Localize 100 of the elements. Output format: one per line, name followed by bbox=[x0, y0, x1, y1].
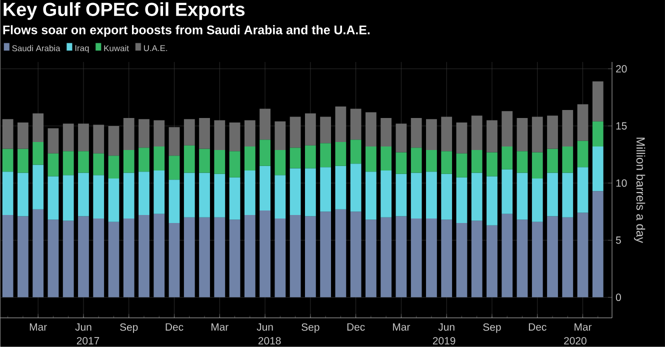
bar bbox=[229, 177, 240, 220]
bar bbox=[547, 172, 558, 216]
bar bbox=[199, 148, 210, 173]
bar bbox=[62, 151, 74, 176]
bar bbox=[502, 169, 513, 214]
bar bbox=[562, 110, 574, 147]
bar bbox=[516, 220, 528, 298]
bar bbox=[350, 212, 362, 298]
legend-label: U.A.E. bbox=[144, 45, 168, 52]
bar bbox=[108, 222, 120, 298]
bar bbox=[2, 172, 14, 216]
bar bbox=[380, 170, 392, 218]
chart-title: Key Gulf OPEC Oil Exports bbox=[4, 2, 245, 20]
bar bbox=[2, 119, 14, 149]
bar bbox=[366, 220, 376, 298]
bar bbox=[380, 146, 392, 171]
bar bbox=[547, 148, 558, 173]
y-tick-label: 15 bbox=[616, 122, 627, 130]
bar bbox=[532, 116, 543, 152]
bar bbox=[577, 140, 588, 168]
bar bbox=[547, 116, 558, 149]
bar bbox=[304, 145, 316, 168]
bar bbox=[154, 170, 165, 214]
bar bbox=[456, 122, 468, 154]
bar bbox=[244, 146, 256, 171]
bar bbox=[562, 146, 574, 173]
bar bbox=[108, 156, 120, 179]
chart-subtitle: Flows soar on export boosts from Saudi Arabia and the U.A.E. bbox=[3, 25, 370, 37]
bar bbox=[335, 142, 346, 166]
bar bbox=[502, 146, 513, 170]
bar bbox=[18, 216, 28, 298]
bar bbox=[32, 142, 44, 165]
bar bbox=[168, 156, 180, 180]
bar bbox=[184, 145, 195, 173]
x-tick-label: Mar bbox=[30, 323, 47, 331]
bar bbox=[18, 172, 28, 216]
bar bbox=[48, 220, 59, 298]
y-tick-label: 10 bbox=[616, 179, 627, 187]
bar bbox=[123, 172, 134, 219]
bar bbox=[592, 191, 604, 298]
bar bbox=[441, 116, 452, 152]
bar bbox=[123, 218, 134, 298]
bar bbox=[396, 216, 407, 298]
y-axis-title: Million barrels a day bbox=[634, 138, 646, 244]
bar bbox=[244, 170, 256, 216]
bar bbox=[229, 220, 240, 298]
bar bbox=[577, 167, 588, 213]
x-tick-label: Mar bbox=[212, 323, 228, 331]
bar bbox=[456, 223, 468, 298]
bar bbox=[214, 150, 226, 174]
bar bbox=[516, 151, 528, 173]
bar bbox=[184, 172, 195, 218]
bar bbox=[62, 175, 74, 221]
bar bbox=[138, 172, 150, 216]
bar bbox=[62, 124, 74, 152]
bar bbox=[78, 151, 89, 173]
bar bbox=[502, 111, 513, 147]
x2-tick-label: 2018 bbox=[258, 337, 281, 345]
bar bbox=[199, 118, 210, 149]
bar bbox=[486, 152, 498, 176]
x-tick-label: Jun bbox=[256, 323, 273, 331]
bar bbox=[154, 214, 165, 298]
bar bbox=[184, 217, 195, 298]
bar bbox=[577, 212, 588, 298]
bar bbox=[471, 172, 482, 221]
bar bbox=[48, 153, 59, 176]
bar bbox=[18, 122, 28, 149]
bar bbox=[184, 119, 195, 146]
bar bbox=[260, 210, 270, 298]
bar bbox=[366, 112, 376, 147]
bar bbox=[350, 140, 362, 164]
bar bbox=[592, 121, 604, 147]
bar bbox=[426, 150, 437, 172]
bar bbox=[577, 104, 588, 141]
bar bbox=[441, 151, 452, 174]
bar bbox=[154, 146, 165, 171]
bar bbox=[93, 124, 104, 154]
bar bbox=[592, 81, 604, 122]
bar bbox=[214, 217, 226, 298]
bar bbox=[335, 209, 346, 298]
y-tick-label: 5 bbox=[616, 236, 621, 244]
x-tick-label: Sep bbox=[120, 323, 138, 333]
x-tick-label: Mar bbox=[574, 323, 592, 331]
bar bbox=[138, 119, 150, 148]
bar bbox=[274, 121, 286, 150]
bar bbox=[592, 146, 604, 192]
bar bbox=[48, 176, 59, 220]
bar bbox=[471, 150, 482, 173]
x-tick-label: Dec bbox=[166, 323, 184, 331]
bar bbox=[108, 126, 120, 156]
bar bbox=[32, 113, 44, 142]
bar bbox=[93, 218, 104, 298]
bar bbox=[486, 176, 498, 226]
x-tick-label: Sep bbox=[483, 323, 501, 333]
bar bbox=[260, 166, 270, 211]
bar bbox=[214, 120, 226, 150]
bar bbox=[304, 113, 316, 146]
bar bbox=[516, 172, 528, 220]
bar bbox=[471, 220, 482, 298]
bar bbox=[2, 148, 14, 172]
